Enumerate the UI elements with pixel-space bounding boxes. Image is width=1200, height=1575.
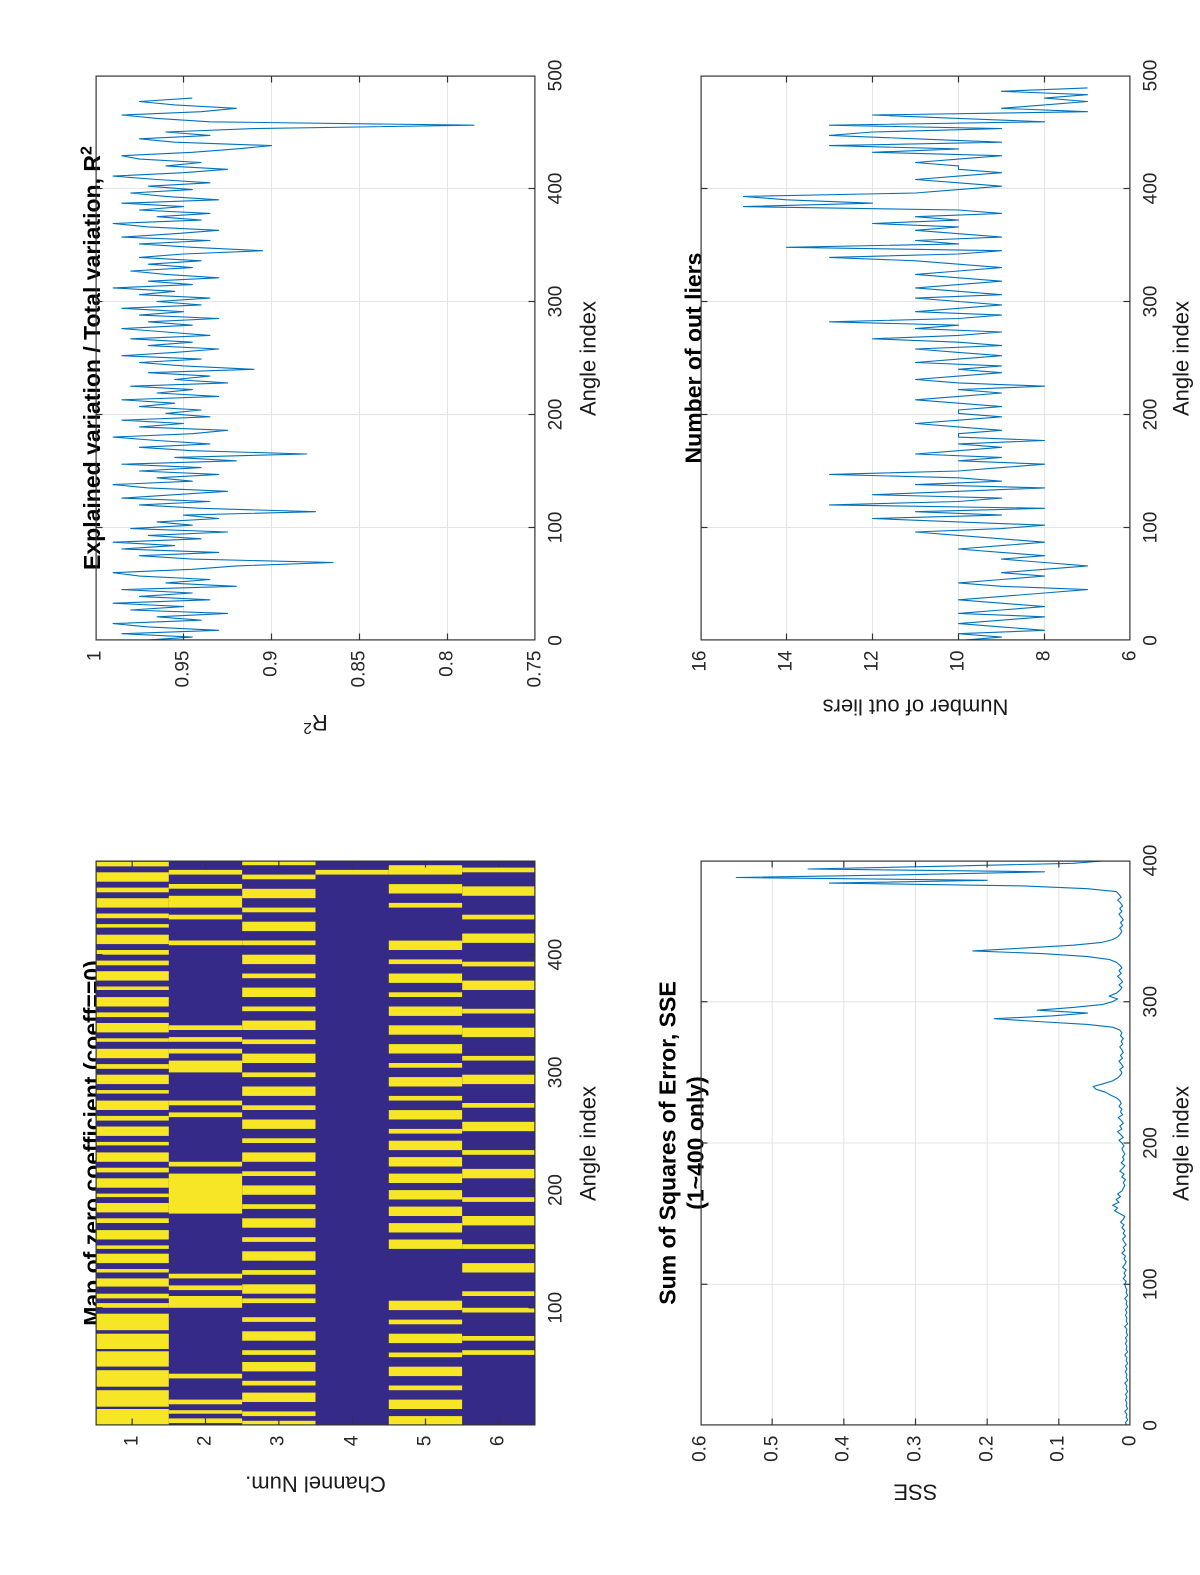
r2-series-line (112, 97, 474, 641)
outliers-plot-area (699, 74, 1131, 641)
outliers-x-tick-label: 400 (1140, 172, 1161, 204)
sse-canvas (699, 859, 1131, 1426)
outliers-y-tick-label: 8 (1033, 650, 1054, 661)
r2-canvas (94, 74, 536, 641)
outliers-x-tick-label: 200 (1140, 398, 1161, 430)
outliers-ylabel-text: Number of out liers (822, 694, 1008, 719)
outliers-y-tick-label: 10 (947, 650, 968, 672)
outliers-y-tick-label: 16 (689, 650, 710, 672)
r2-plot-area (94, 74, 536, 641)
outliers-y-tick-label: 6 (1119, 650, 1140, 661)
outliers-series-line (742, 86, 1088, 641)
sse-plot-area (699, 859, 1131, 1426)
outliers-ylabel: Number of out liers (822, 693, 1008, 719)
outliers-x-tick-label: 300 (1140, 285, 1161, 317)
outliers-x-tick-label: 0 (1140, 634, 1161, 646)
outliers-x-tick-label: 500 (1140, 59, 1161, 91)
zero-map-plot-area (94, 859, 536, 1426)
outliers-y-tick-label: 14 (775, 650, 796, 672)
zero-map-canvas (94, 859, 536, 1426)
outliers-xlabel: Angle index (1168, 300, 1193, 416)
outliers-x-tick-label: 100 (1140, 511, 1161, 543)
outliers-y-tick-label: 12 (861, 650, 882, 672)
outliers-canvas (699, 74, 1131, 641)
